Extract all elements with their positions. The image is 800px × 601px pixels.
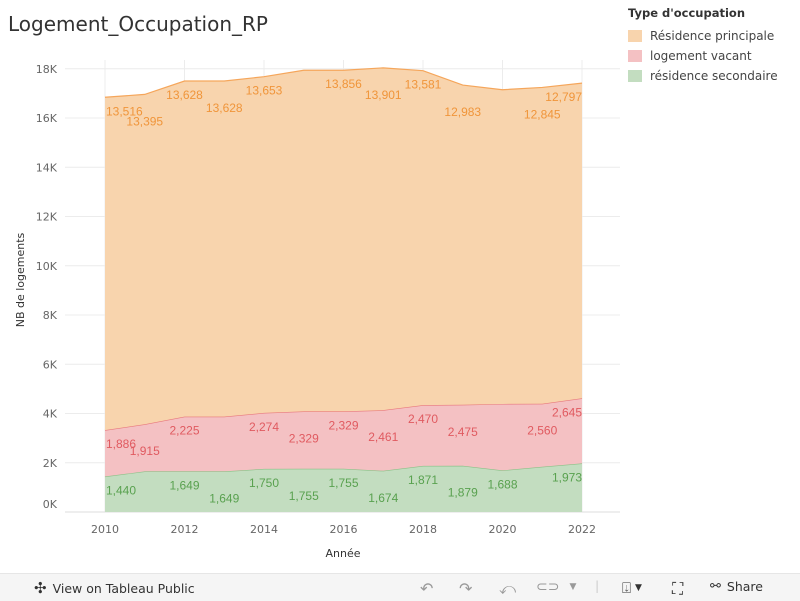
data-label: 1,755 [328, 476, 358, 490]
legend-item-residence-principale[interactable]: Résidence principale [628, 26, 778, 46]
revert-button[interactable]: ⤺ [499, 579, 516, 599]
legend-label: logement vacant [650, 49, 752, 63]
data-label: 13,516 [106, 104, 143, 118]
data-label: 12,797 [545, 90, 582, 104]
undo-icon: ↶ [420, 579, 434, 598]
data-label: 13,395 [126, 114, 163, 128]
data-label: 12,845 [524, 107, 561, 121]
data-label: 13,901 [365, 88, 402, 102]
download-button[interactable]: ⍗ ▼ [622, 579, 642, 597]
data-label: 2,329 [289, 431, 319, 445]
x-tick-label: 2010 [91, 523, 119, 536]
fullscreen-icon: ⛶ [672, 579, 684, 598]
download-icon: ⍗ [622, 579, 632, 597]
area-résidence-secondaire[interactable] [105, 463, 582, 512]
y-tick-label: 8K [43, 309, 58, 322]
y-tick-label: 2K [43, 457, 58, 470]
refresh-icon: ⊂⊃ [536, 579, 560, 595]
data-label: 2,475 [448, 425, 478, 439]
data-label: 2,560 [527, 424, 557, 438]
revert-icon: ⤺ [499, 579, 517, 598]
legend-swatch [628, 30, 642, 42]
legend-label: Résidence principale [650, 29, 775, 43]
legend: Type d'occupation Résidence principale l… [628, 6, 778, 86]
data-label: 12,983 [444, 105, 481, 119]
legend-swatch [628, 50, 642, 62]
data-label: 2,329 [328, 418, 358, 432]
redo-button[interactable]: ↷ [459, 579, 472, 598]
area-logement-vacant[interactable] [105, 398, 582, 477]
legend-swatch [628, 70, 642, 82]
area-line [104, 67, 583, 98]
x-tick-label: 2012 [171, 523, 199, 536]
y-tick-label: 18K [36, 63, 58, 76]
data-label: 1,886 [106, 437, 136, 451]
fullscreen-button[interactable]: ⛶ [672, 579, 683, 599]
data-label: 2,225 [169, 424, 199, 438]
data-label: 2,274 [249, 420, 279, 434]
data-label: 2,461 [368, 430, 398, 444]
x-axis-title: Année [325, 547, 360, 560]
data-label: 13,628 [166, 88, 203, 102]
redo-icon: ↷ [459, 579, 473, 598]
share-button[interactable]: ⚯ Share [710, 579, 763, 594]
data-label: 1,915 [130, 444, 160, 458]
data-label: 1,879 [448, 486, 478, 500]
y-tick-label: 14K [36, 161, 58, 174]
stacked-area-chart: 0K 2K 4K 6K 8K 10K 12K 14K 16K 18K 2010 2012 2014 201… [14, 60, 620, 560]
y-tick-label: 10K [36, 260, 58, 273]
y-tick-label: 16K [36, 112, 58, 125]
share-icon: ⚯ [710, 579, 721, 594]
data-label: 1,750 [249, 476, 279, 490]
legend-item-residence-secondaire[interactable]: résidence secondaire [628, 66, 778, 86]
area-résidence-principale[interactable] [105, 67, 582, 431]
chevron-down-icon: ▼ [569, 582, 577, 592]
refresh-button[interactable]: ⊂⊃ ▼ [536, 579, 576, 595]
x-tick-label: 2022 [568, 523, 596, 536]
data-label: 1,973 [552, 470, 582, 484]
y-tick-label: 12K [36, 211, 58, 224]
undo-button[interactable]: ↶ [420, 579, 433, 598]
chevron-down-icon: ▼ [635, 583, 642, 593]
data-label: 2,470 [408, 412, 438, 426]
toolbar-divider: | [595, 578, 600, 593]
data-label: 1,674 [368, 491, 398, 505]
data-label: 13,653 [246, 84, 283, 98]
data-label: 1,440 [106, 484, 136, 498]
data-label: 1,688 [487, 477, 517, 491]
data-label: 13,856 [325, 77, 362, 91]
share-label: Share [726, 579, 763, 594]
y-axis-title: NB de logements [14, 232, 27, 327]
x-tick-label: 2014 [250, 523, 278, 536]
legend-label: résidence secondaire [650, 69, 778, 83]
y-tick-label: 0K [43, 498, 58, 511]
data-label: 1,649 [169, 478, 199, 492]
y-tick-label: 6K [43, 358, 58, 371]
data-label: 2,645 [552, 405, 582, 419]
x-tick-label: 2018 [409, 523, 437, 536]
x-tick-label: 2020 [489, 523, 517, 536]
data-label: 1,871 [408, 473, 438, 487]
view-on-tableau-label: View on Tableau Public [52, 580, 195, 596]
x-tick-label: 2016 [330, 523, 358, 536]
y-tick-label: 4K [43, 408, 58, 421]
legend-title: Type d'occupation [628, 6, 746, 20]
tableau-logo-icon: ✣ [34, 579, 47, 597]
toolbar: ✣ View on Tableau Public ↶ ↷ ⤺ ⊂⊃ ▼ | ⍗ ▼ … [0, 573, 800, 601]
legend-item-logement-vacant[interactable]: logement vacant [628, 46, 778, 66]
data-label: 1,755 [289, 489, 319, 503]
data-label: 13,628 [206, 101, 243, 115]
data-label: 1,649 [209, 491, 239, 505]
chart-title: Logement_Occupation_RP [8, 12, 268, 36]
data-label: 13,581 [405, 78, 442, 92]
view-on-tableau-button[interactable]: ✣ View on Tableau Public [34, 579, 195, 597]
